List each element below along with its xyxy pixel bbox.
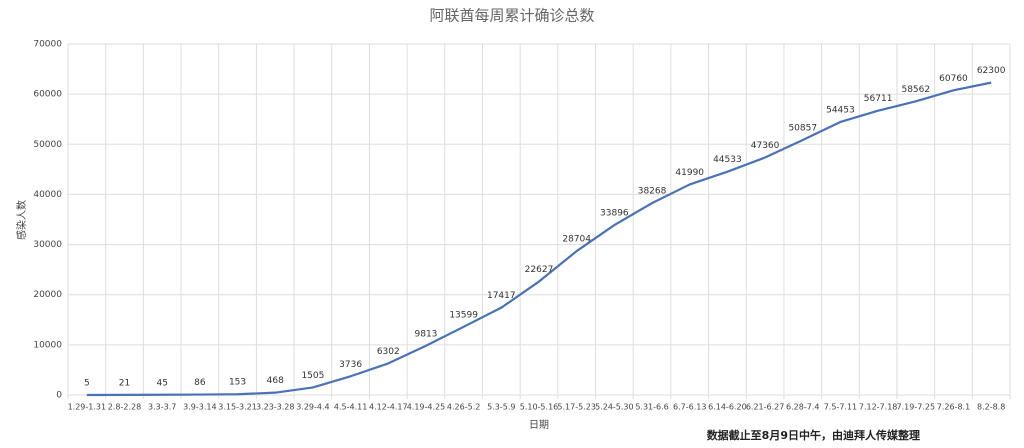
data-label: 28704 [562, 235, 591, 245]
data-label: 3736 [339, 360, 362, 370]
x-tick-label: 3.3-3.7 [148, 403, 176, 412]
x-tick-label: 3.29-4.4 [296, 403, 329, 412]
chart-title: 阿联酋每周累计确诊总数 [429, 7, 594, 25]
y-tick-label: 40000 [33, 190, 62, 200]
x-tick-label: 3.9-3.14 [183, 403, 216, 412]
data-label: 17417 [487, 291, 516, 301]
x-tick-label: 6.14-6.20 [708, 403, 747, 412]
x-tick-label: 5.3-5.9 [487, 403, 515, 412]
data-label: 9813 [415, 329, 438, 339]
x-tick-label: 8.2-8.8 [977, 403, 1005, 412]
x-tick-label: 5.31-6.6 [635, 403, 668, 412]
data-label: 56711 [864, 94, 893, 104]
x-tick-label: 5.17-5.23 [557, 403, 596, 412]
x-tick-label: 3.23-3.28 [256, 403, 295, 412]
x-tick-label: 7.19-7.25 [897, 403, 936, 412]
x-tick-label: 5.10-5.16 [520, 403, 559, 412]
x-tick-label: 4.12-4.17 [369, 403, 408, 412]
x-tick-label: 6.7-6.13 [673, 403, 706, 412]
data-label: 38268 [638, 187, 667, 197]
y-tick-label: 60000 [33, 90, 62, 100]
x-tick-label: 7.26-8.1 [937, 403, 970, 412]
y-tick-label: 70000 [33, 40, 62, 50]
data-label: 22627 [525, 265, 554, 275]
data-label: 44533 [713, 155, 742, 165]
data-label: 33896 [600, 209, 629, 219]
data-label: 47360 [751, 141, 780, 151]
note: 数据截止至8月9日中午，由迪拜人传媒整理 [707, 428, 920, 442]
data-label: 45 [156, 378, 167, 388]
data-label: 50857 [788, 123, 817, 133]
data-label: 153 [229, 378, 246, 388]
data-label: 41990 [675, 168, 704, 178]
y-tick-label: 20000 [33, 290, 62, 300]
x-tick-label: 7.12-7.18 [859, 403, 898, 412]
y-tick-label: 30000 [33, 240, 62, 250]
data-label: 21 [119, 378, 130, 388]
data-label: 1505 [301, 371, 324, 381]
data-label: 13599 [449, 310, 478, 320]
data-label: 86 [194, 378, 206, 388]
data-label: 6302 [377, 347, 400, 357]
x-tick-label: 6.21-6.27 [746, 403, 785, 412]
x-tick-label: 7.5-7.11 [824, 403, 857, 412]
x-tick-label: 1.29-1.31 [68, 403, 107, 412]
data-label: 468 [267, 376, 284, 386]
line [86, 81, 992, 397]
data-label: 5 [84, 378, 90, 388]
y-tick-label: 50000 [33, 140, 62, 150]
x-tick-label: 2.8-2.28 [108, 403, 141, 412]
data-label: 54453 [826, 105, 855, 115]
x-tick-label: 4.19-4.25 [407, 403, 446, 412]
data-label: 60760 [939, 74, 968, 84]
x-tick-label: 5.24-5.30 [595, 403, 634, 412]
y-tick-label: 0 [56, 391, 62, 401]
x-tick-label: 6.28-7.4 [786, 403, 819, 412]
x-tick-label: 4.5-4.11 [334, 403, 367, 412]
x-tick-label: 4.26-5.2 [447, 403, 480, 412]
x-axis-label: 日期 [529, 419, 549, 431]
data-label: 58562 [901, 85, 930, 95]
y-tick-label: 10000 [33, 340, 62, 350]
x-tick-label: 3.15-3.21 [218, 403, 257, 412]
data-label: 62300 [977, 66, 1006, 76]
y-axis-label: 感染人数 [15, 200, 28, 240]
